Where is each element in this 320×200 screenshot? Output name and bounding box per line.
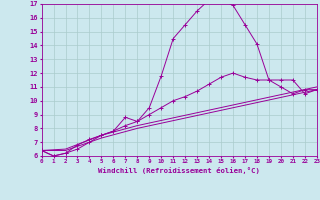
X-axis label: Windchill (Refroidissement éolien,°C): Windchill (Refroidissement éolien,°C) (98, 167, 260, 174)
